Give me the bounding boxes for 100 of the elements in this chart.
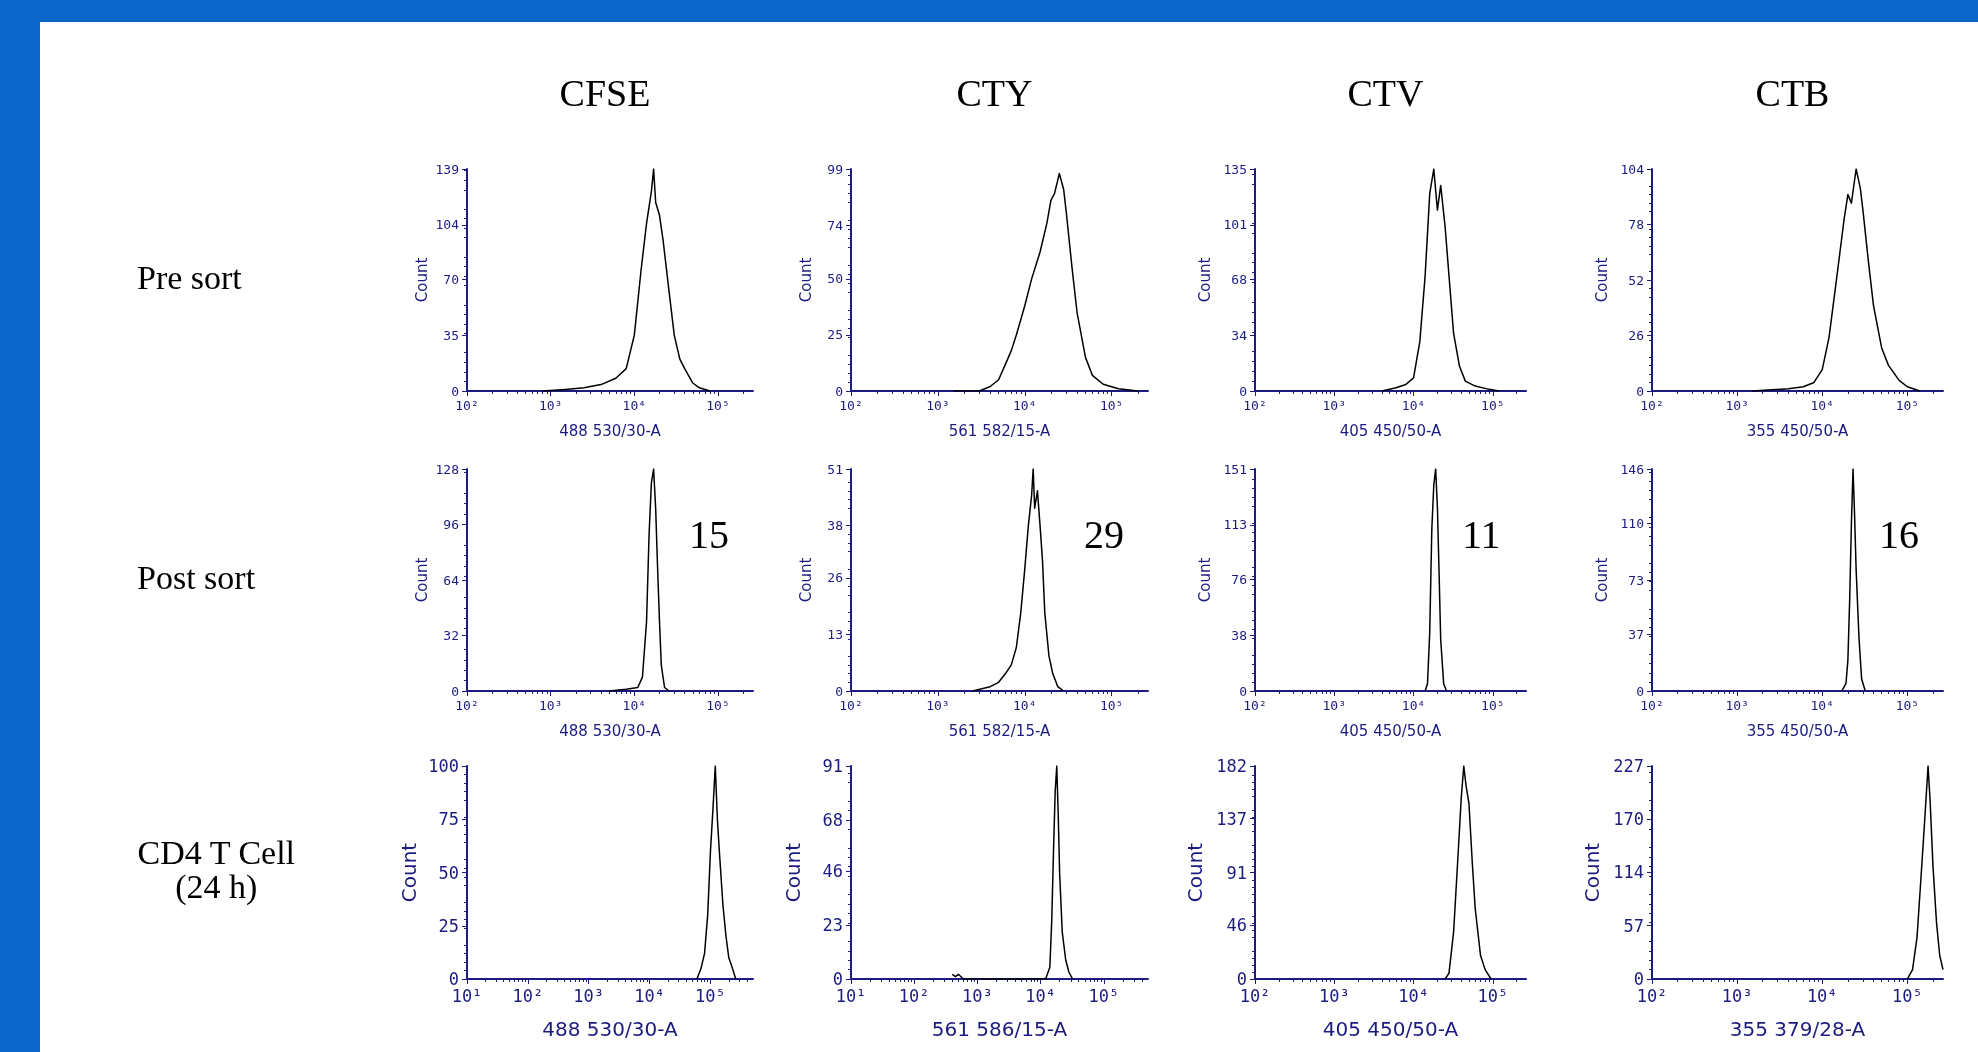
x-tick-label: 10³ (538, 398, 563, 413)
x-axis-title: 488 530/30-A (559, 421, 662, 440)
y-tick-label: 75 (438, 809, 459, 830)
x-tick-label: 10⁴ (634, 985, 665, 1006)
x-tick-label: 10² (1243, 398, 1267, 413)
y-axis-title: Count (1593, 557, 1612, 603)
y-tick-label: 146 (1620, 461, 1644, 477)
x-tick-label: 10² (839, 698, 863, 713)
x-tick-label: 10³ (1725, 698, 1749, 713)
x-axis-title: 355 379/28-A (1729, 1017, 1866, 1041)
x-tick-label: 10⁴ (1013, 698, 1037, 713)
y-tick-label: 135 (1223, 161, 1247, 177)
x-axis-title: 561 586/15-A (931, 1017, 1068, 1041)
x-tick-label: 10³ (573, 985, 605, 1006)
x-tick-label: 10⁴ (1401, 698, 1426, 713)
x-tick-label: 10⁵ (1099, 698, 1124, 713)
x-tick-label: 10⁴ (622, 698, 647, 713)
x-axis-title: 355 450/50-A (1746, 721, 1849, 740)
y-tick-label: 23 (822, 915, 843, 936)
y-tick-label: 78 (1628, 217, 1644, 232)
x-tick-label: 10⁵ (1481, 698, 1505, 713)
x-tick-label: 10² (1640, 698, 1664, 713)
x-tick-label: 10² (839, 398, 863, 413)
y-tick-label: 151 (1223, 461, 1247, 477)
y-tick-label: 182 (1216, 756, 1247, 776)
chart-title: CTB (1755, 72, 1830, 114)
y-tick-label: 52 (1628, 272, 1644, 288)
x-tick-label: 10² (455, 398, 479, 413)
y-tick-label: 38 (827, 518, 843, 534)
x-tick-label: 10⁵ (706, 398, 730, 413)
x-axis-title: 405 450/50-A (1339, 421, 1442, 440)
line-series (1841, 468, 1866, 692)
y-axis-title: Count (1196, 557, 1215, 603)
y-tick-label: 91 (822, 756, 843, 776)
x-tick-label: 10⁵ (1477, 985, 1509, 1006)
y-tick-label: 13 (827, 626, 843, 642)
y-tick-label: 227 (1613, 756, 1644, 776)
y-tick-label: 73 (1628, 572, 1644, 588)
x-tick-label: 10³ (1318, 985, 1350, 1006)
annotation: 29 (1084, 511, 1124, 557)
y-tick-label: 101 (1223, 217, 1247, 233)
x-tick-label: 10⁵ (695, 985, 726, 1006)
x-axis-title: 405 450/50-A (1339, 721, 1442, 740)
x-tick-label: 10⁵ (1895, 698, 1920, 713)
x-tick-label: 10² (455, 698, 479, 713)
y-tick-label: 0 (835, 383, 843, 399)
x-tick-label: 10⁵ (1099, 398, 1124, 413)
y-tick-label: 0 (1239, 683, 1247, 699)
x-tick-label: 10³ (962, 985, 993, 1006)
x-tick-label: 10⁵ (706, 698, 730, 713)
x-axis-title: 561 582/15-A (948, 721, 1051, 740)
y-tick-label: 0 (835, 683, 843, 699)
y-tick-label: 0 (451, 383, 459, 399)
text: CD4 T Cell (24 h) (137, 833, 296, 906)
x-tick-label: 10² (898, 985, 930, 1006)
y-tick-label: 35 (443, 327, 459, 343)
y-tick-label: 113 (1223, 517, 1247, 533)
y-tick-label: 74 (827, 217, 844, 233)
x-tick-label: 10³ (1322, 698, 1347, 713)
x-tick-label: 10⁴ (1810, 398, 1834, 413)
y-tick-label: 38 (1231, 627, 1247, 643)
y-tick-label: 46 (1226, 915, 1247, 936)
y-tick-label: 0 (1239, 383, 1247, 399)
y-tick-label: 0 (451, 683, 459, 699)
y-tick-label: 68 (822, 809, 843, 830)
annotation: 16 (1879, 511, 1919, 557)
y-axis-title: Count (412, 257, 431, 303)
y-tick-label: 96 (443, 517, 459, 532)
y-axis-title: Count (796, 557, 815, 603)
chart-title: CTY (956, 72, 1033, 114)
y-tick-label: 46 (822, 861, 843, 882)
y-tick-label: 100 (428, 756, 459, 776)
y-tick-label: 137 (1216, 808, 1247, 829)
x-axis-title: 355 450/50-A (1746, 421, 1849, 440)
y-tick-label: 128 (435, 461, 459, 477)
x-tick-label: 10³ (1725, 398, 1749, 413)
y-tick-label: 37 (1628, 627, 1644, 643)
x-axis-title: 488 530/30-A (559, 721, 662, 740)
y-tick-label: 110 (1620, 516, 1644, 532)
x-tick-label: 10⁴ (1401, 398, 1426, 413)
x-tick-label: 10² (1243, 698, 1267, 713)
y-tick-label: 32 (443, 628, 459, 643)
y-tick-label: 104 (1620, 161, 1645, 177)
x-tick-label: 10³ (1721, 985, 1753, 1006)
x-axis-title: 561 582/15-A (948, 421, 1051, 440)
y-tick-label: 57 (1623, 915, 1644, 936)
y-tick-label: 91 (1226, 862, 1247, 883)
y-tick-label: 26 (1628, 328, 1644, 343)
y-axis-title: Count (1183, 842, 1208, 903)
y-axis-title: Count (1580, 842, 1605, 903)
x-tick-label: 10⁵ (1895, 398, 1920, 413)
y-tick-label: 68 (1231, 271, 1247, 287)
y-tick-label: 139 (435, 161, 459, 177)
x-axis-title: 488 530/30-A (542, 1017, 678, 1041)
y-tick-label: 25 (827, 327, 843, 343)
y-tick-label: 34 (1231, 327, 1248, 343)
x-tick-label: 10⁵ (1481, 398, 1505, 413)
y-tick-label: 50 (827, 271, 843, 287)
y-tick-label: 51 (827, 461, 843, 477)
y-axis-title: Count (781, 842, 805, 903)
